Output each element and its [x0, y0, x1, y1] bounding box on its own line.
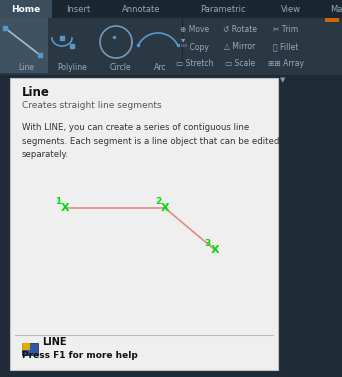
- Text: X: X: [161, 203, 169, 213]
- Text: With LINE, you can create a series of contiguous line: With LINE, you can create a series of co…: [22, 124, 249, 132]
- Text: Line: Line: [22, 86, 50, 98]
- Bar: [325, 18, 339, 22]
- Text: View: View: [281, 5, 301, 14]
- Bar: [0, 18, 48, 73]
- Text: ⊞⊞ Array: ⊞⊞ Array: [268, 58, 304, 67]
- Text: ⁰⁰ Copy: ⁰⁰ Copy: [181, 43, 209, 52]
- Text: Line: Line: [18, 63, 34, 72]
- Text: 2: 2: [155, 196, 161, 205]
- Text: Circle: Circle: [109, 63, 131, 72]
- Bar: [22, 343, 30, 350]
- Text: Manage: Manage: [330, 5, 342, 14]
- Text: separately.: separately.: [22, 150, 69, 158]
- Text: segments. Each segment is a line object that can be edited: segments. Each segment is a line object …: [22, 136, 279, 146]
- Text: Arc: Arc: [154, 63, 166, 72]
- Text: Annotate: Annotate: [122, 5, 160, 14]
- Text: △ Mirror: △ Mirror: [224, 43, 255, 52]
- Text: X: X: [61, 203, 69, 213]
- Text: ▾: ▾: [181, 35, 185, 44]
- Text: Creates straight line segments: Creates straight line segments: [22, 101, 162, 110]
- Bar: [0, 0, 52, 18]
- Text: ▼: ▼: [280, 77, 286, 83]
- Text: 3: 3: [205, 239, 211, 247]
- Bar: [0, 18, 342, 75]
- Text: Home: Home: [11, 5, 41, 14]
- Text: X: X: [211, 245, 219, 255]
- Text: ↺ Rotate: ↺ Rotate: [223, 26, 257, 35]
- Text: ▭ Scale: ▭ Scale: [225, 58, 255, 67]
- Text: ✂ Trim: ✂ Trim: [274, 26, 299, 35]
- Bar: [0, 0, 342, 18]
- Bar: [182, 18, 183, 73]
- Text: ⊕ Move: ⊕ Move: [181, 26, 210, 35]
- Text: LINE: LINE: [42, 337, 66, 347]
- Text: Polyline: Polyline: [57, 63, 87, 72]
- Text: Parametric: Parametric: [200, 5, 246, 14]
- Text: Insert: Insert: [66, 5, 90, 14]
- Text: 1: 1: [55, 196, 61, 205]
- Text: ⌒ Fillet: ⌒ Fillet: [273, 43, 299, 52]
- Text: ▭ Stretch: ▭ Stretch: [176, 58, 214, 67]
- Bar: [22, 343, 38, 355]
- Bar: [10, 78, 278, 370]
- Text: Press F1 for more help: Press F1 for more help: [22, 351, 138, 360]
